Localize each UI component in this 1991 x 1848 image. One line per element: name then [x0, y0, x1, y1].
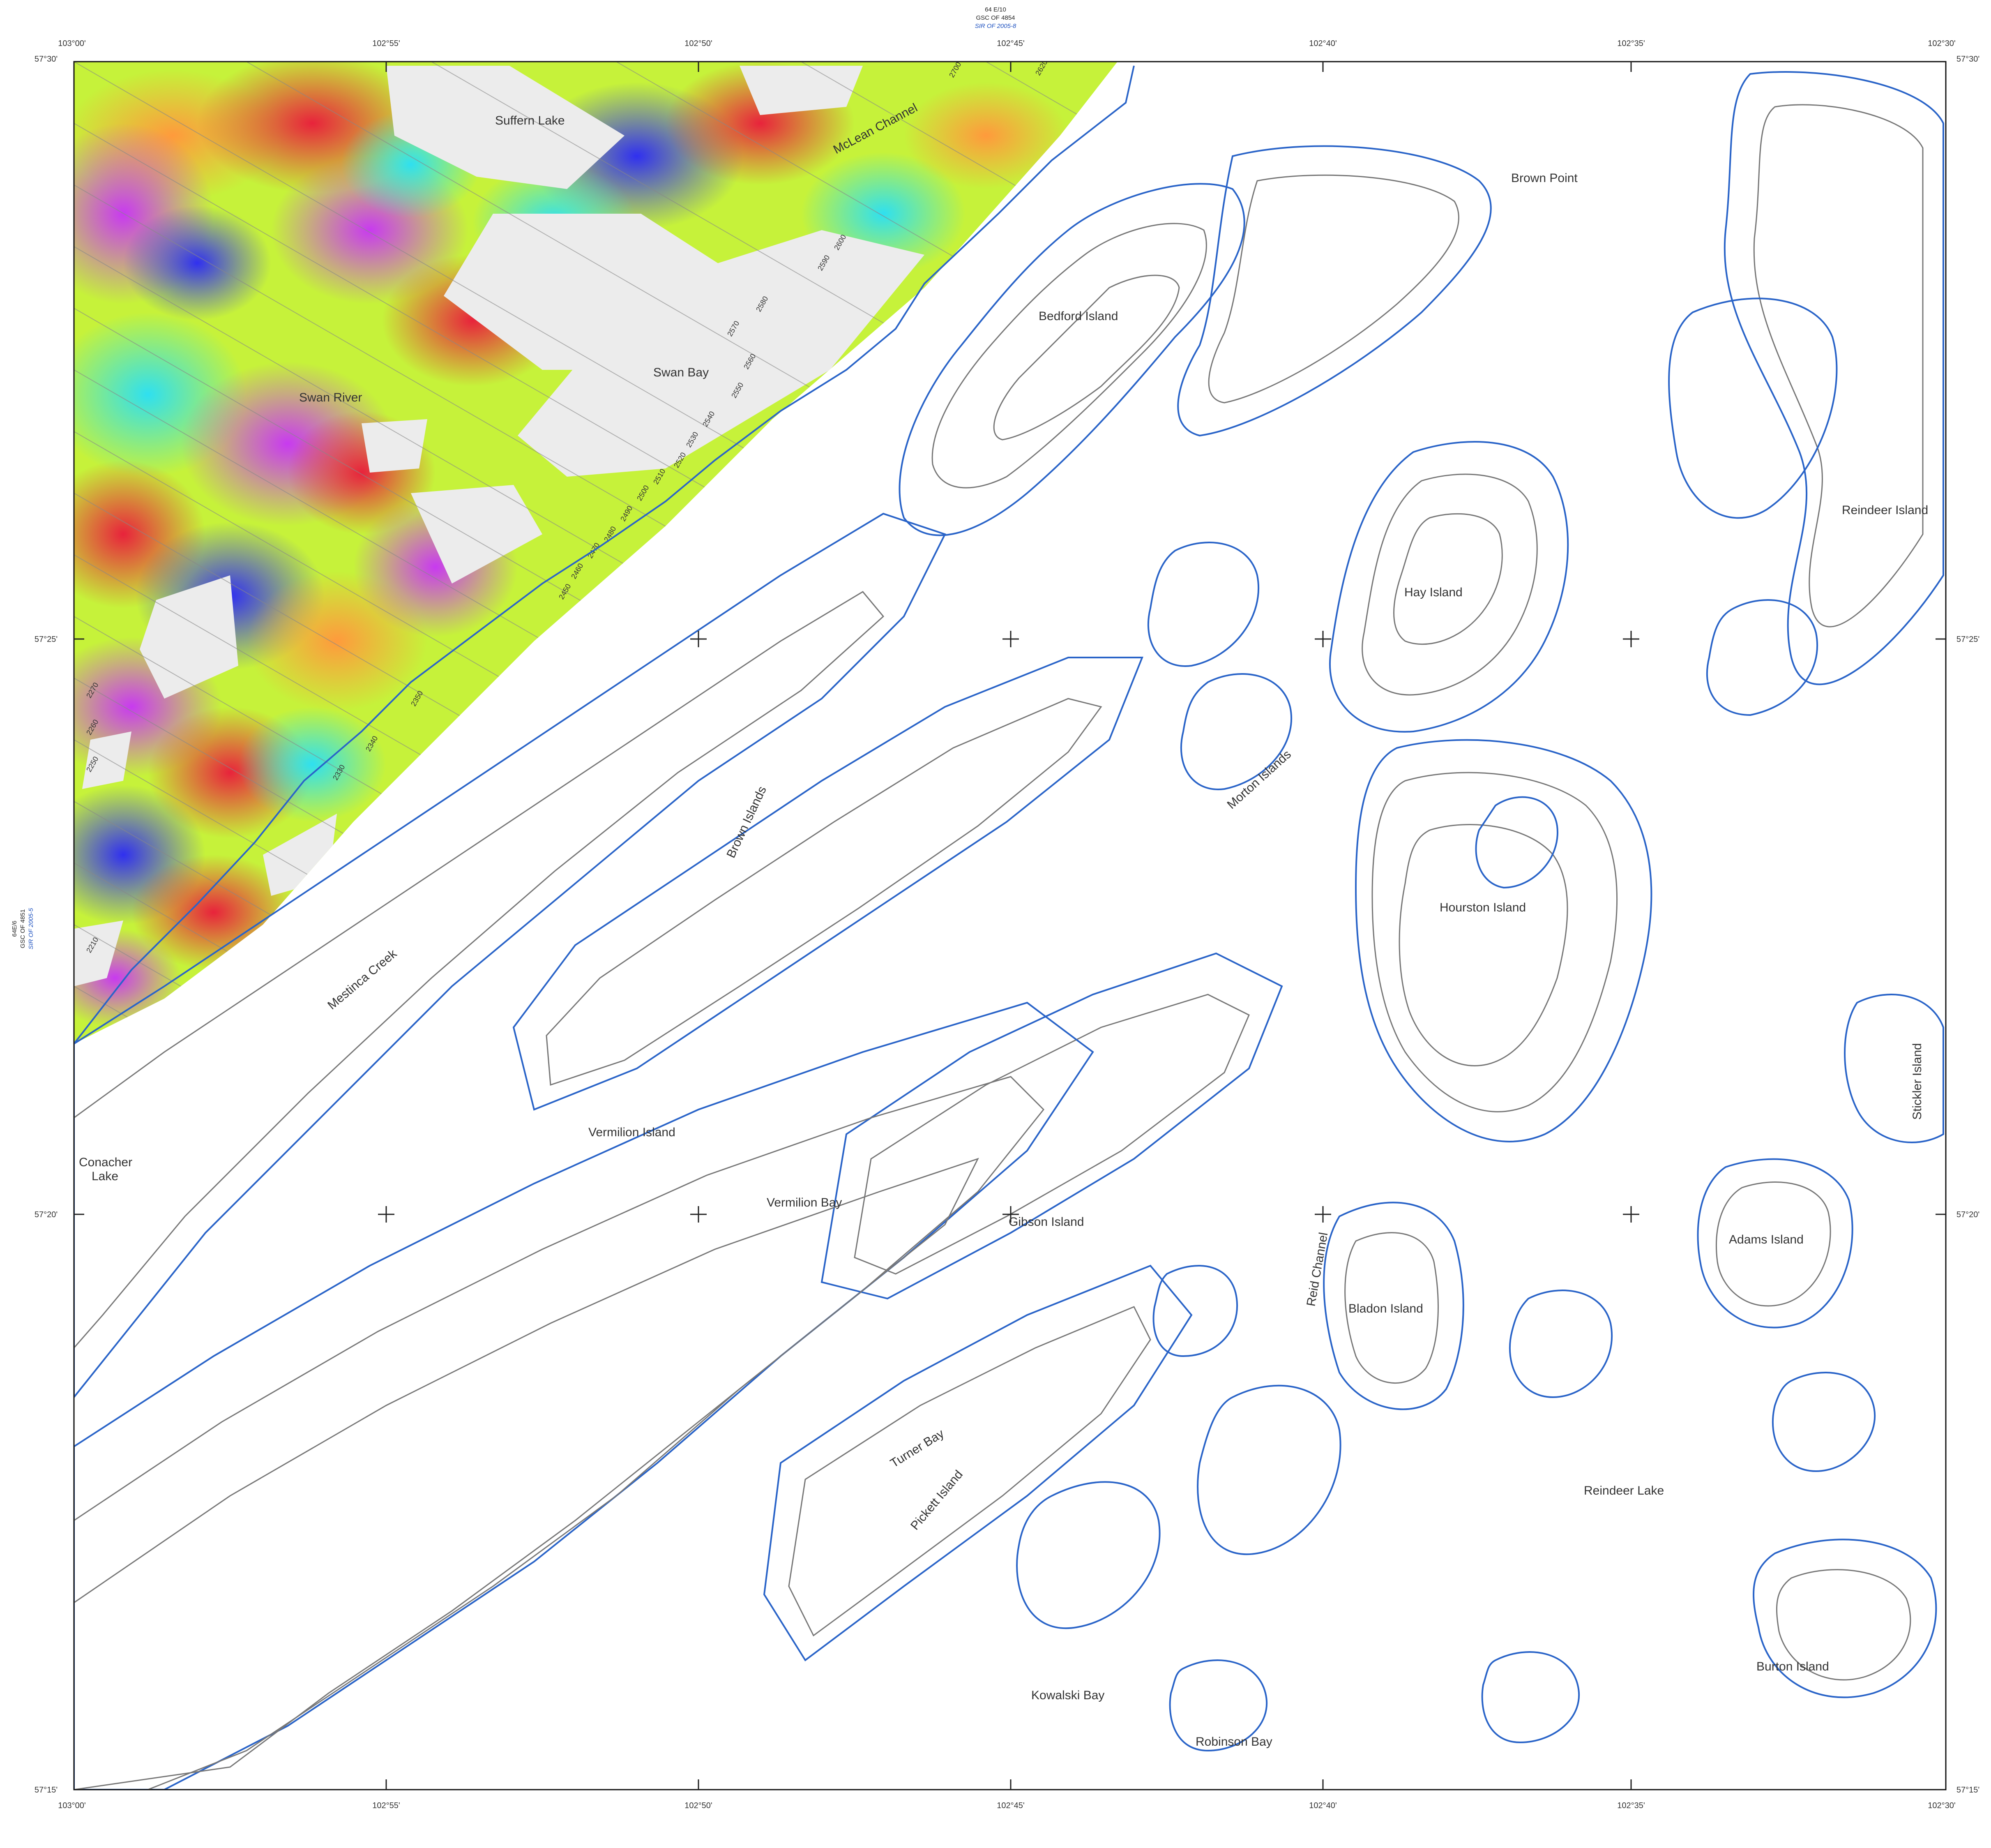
place-hay-island: Hay Island — [1404, 586, 1463, 599]
west-adjoining-sheet: 64E/6 GSC OF 4851 SIR OF 2005-5 — [11, 908, 35, 949]
place-kowalski-bay: Kowalski Bay — [1031, 1689, 1104, 1702]
lat-label: 57°20' — [35, 1210, 58, 1219]
place-vermilion-bay: Vermilion Bay — [767, 1196, 842, 1209]
lon-label: 103°00' — [58, 39, 85, 48]
lat-label: 57°20' — [1956, 1210, 1979, 1219]
adjoining-sheet-number: 64E/6 — [11, 921, 18, 937]
latitude-labels-left: 57°30' 57°25' 57°20' 57°15' — [35, 55, 58, 1795]
lon-label: 102°35' — [1617, 39, 1645, 48]
lon-label: 102°50' — [684, 39, 712, 48]
place-bedford-island: Bedford Island — [1039, 309, 1118, 323]
lat-label: 57°30' — [1956, 55, 1979, 64]
graticule-crosses — [378, 631, 1639, 1223]
place-hourston-island: Hourston Island — [1440, 901, 1526, 914]
lon-label: 102°50' — [684, 1801, 712, 1810]
lat-label: 57°30' — [35, 55, 58, 64]
edge-ticks — [74, 62, 1946, 1790]
place-robinson-bay: Robinson Bay — [1196, 1735, 1272, 1749]
place-swan-bay: Swan Bay — [653, 366, 709, 379]
latitude-labels-right: 57°30' 57°25' 57°20' 57°15' — [1956, 55, 1979, 1795]
place-swan-river: Swan River — [299, 391, 362, 404]
longitude-labels-bottom: 103°00' 102°55' 102°50' 102°45' 102°40' … — [58, 1801, 1955, 1810]
lon-label: 103°00' — [58, 1801, 85, 1810]
place-bladon-island: Bladon Island — [1348, 1302, 1423, 1315]
lat-label: 57°25' — [35, 635, 58, 644]
place-reindeer-island: Reindeer Island — [1842, 503, 1928, 517]
place-stickler-island: Stickler Island — [1910, 1043, 1924, 1120]
map-neatline — [73, 61, 1947, 1790]
sir-reference: SIR OF 2005-8 — [975, 23, 1016, 30]
place-brown-point: Brown Point — [1511, 171, 1578, 185]
lon-label: 102°30' — [1928, 1801, 1955, 1810]
place-gibson-island: Gibson Island — [1009, 1215, 1084, 1229]
place-burton-island: Burton Island — [1756, 1660, 1829, 1673]
lon-label: 102°45' — [997, 39, 1024, 48]
lon-label: 102°40' — [1309, 1801, 1337, 1810]
lat-label: 57°15' — [1956, 1786, 1979, 1795]
sheet-header: 64 E/10 GSC OF 4854 SIR OF 2005-8 — [975, 6, 1016, 30]
place-reindeer-lake: Reindeer Lake — [1584, 1484, 1664, 1497]
longitude-labels-top: 103°00' 102°55' 102°50' 102°45' 102°40' … — [58, 39, 1955, 48]
lon-label: 102°45' — [997, 1801, 1024, 1810]
place-vermilion-island: Vermilion Island — [588, 1126, 675, 1139]
lon-label: 102°55' — [372, 1801, 400, 1810]
place-conacher: Conacher — [79, 1156, 132, 1169]
shorelines — [74, 65, 1944, 1790]
place-suffern-lake: Suffern Lake — [495, 114, 565, 127]
sheet-number: 64 E/10 — [985, 6, 1006, 13]
lat-label: 57°25' — [1956, 635, 1979, 644]
adjoining-gsc-reference: GSC OF 4851 — [19, 909, 26, 948]
lon-label: 102°35' — [1617, 1801, 1645, 1810]
adjoining-sir-reference: SIR OF 2005-5 — [28, 908, 35, 949]
place-adams-island: Adams Island — [1729, 1233, 1804, 1246]
place-conacher-lake: Lake — [92, 1170, 118, 1183]
lon-label: 102°40' — [1309, 39, 1337, 48]
gsc-reference: GSC OF 4854 — [976, 14, 1015, 21]
map-body: 2700 2620 2600 2590 2580 2570 2560 2550 … — [74, 62, 1946, 1790]
lon-label: 102°30' — [1928, 39, 1955, 48]
lat-label: 57°15' — [35, 1786, 58, 1795]
lon-label: 102°55' — [372, 39, 400, 48]
